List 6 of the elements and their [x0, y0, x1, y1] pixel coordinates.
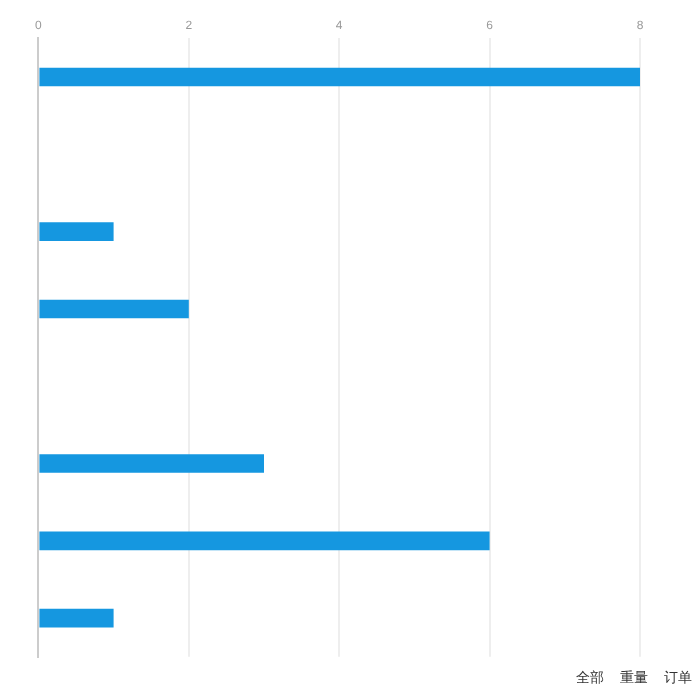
bar [39, 531, 490, 551]
bar [39, 67, 640, 87]
bar [39, 608, 114, 628]
bar [39, 222, 114, 241]
bar [39, 454, 264, 473]
bar [39, 299, 189, 319]
